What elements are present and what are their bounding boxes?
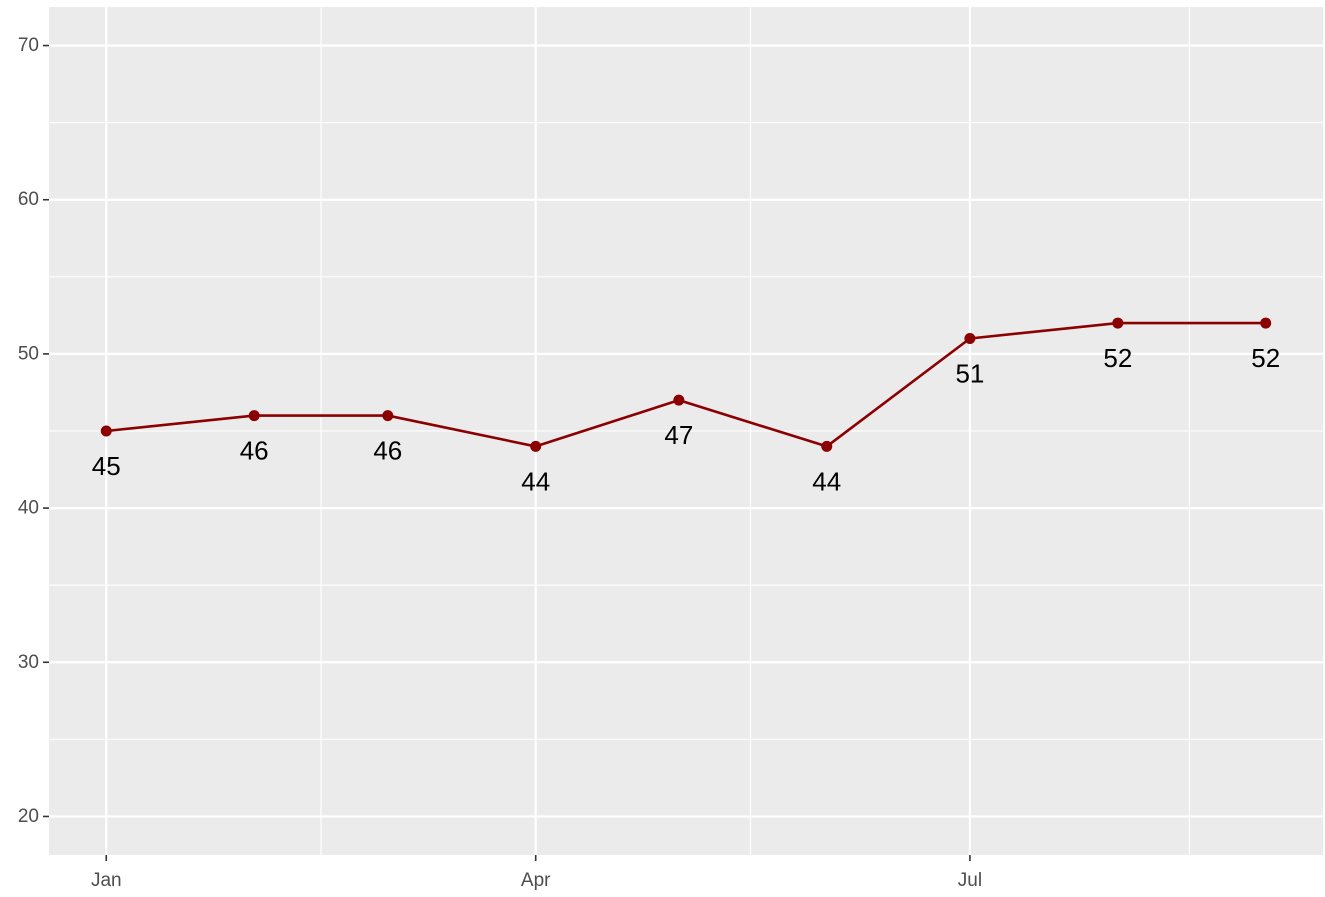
data-label: 52 [1103,343,1132,373]
data-label: 44 [812,466,841,496]
data-point [382,410,394,422]
data-label: 45 [92,451,121,481]
y-tick-label: 40 [18,498,39,519]
data-point [1260,317,1272,329]
data-point [673,394,685,406]
y-tick-label: 60 [18,189,39,210]
data-label: 52 [1251,343,1280,373]
data-label: 46 [373,436,402,466]
data-label: 51 [955,358,984,388]
data-label: 44 [521,466,550,496]
y-tick-label: 70 [18,35,39,56]
y-tick-label: 20 [18,806,39,827]
axes: 20 30 40 50 60 70 Jan Apr Jul [18,35,982,891]
data-label: 46 [240,436,269,466]
x-tick-label: Jan [91,870,122,891]
data-point [821,440,833,452]
y-tick-label: 50 [18,343,39,364]
data-points [100,317,1272,452]
data-label: 47 [664,420,693,450]
x-tick-label: Jul [958,870,982,891]
x-tick-label: Apr [521,870,551,891]
data-labels: 45 46 46 44 47 44 51 52 52 [92,343,1280,496]
data-point [964,332,976,344]
data-point [530,440,542,452]
data-point [1112,317,1124,329]
data-point [248,410,260,422]
y-tick-label: 30 [18,652,39,673]
data-point [100,425,112,437]
